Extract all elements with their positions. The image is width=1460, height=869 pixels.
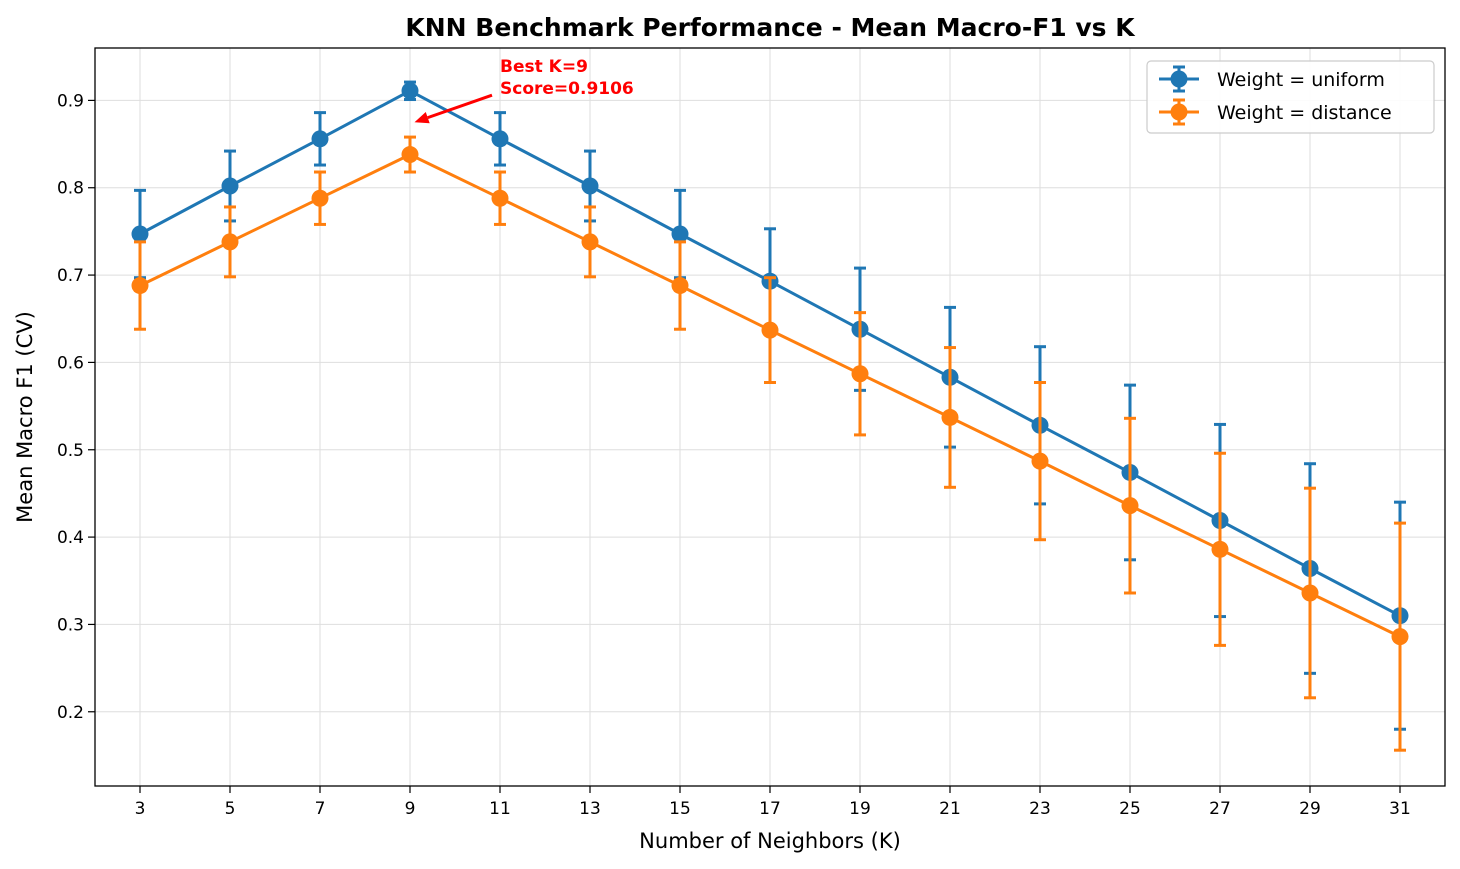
y-tick-label: 0.5 — [57, 441, 84, 461]
data-point — [941, 408, 959, 426]
data-point — [671, 225, 689, 243]
y-tick-label: 0.2 — [57, 703, 84, 723]
y-tick-label: 0.6 — [57, 353, 84, 373]
data-point — [851, 365, 869, 383]
series-layer — [131, 80, 1409, 752]
data-point — [581, 177, 599, 195]
x-tick-label: 29 — [1299, 799, 1321, 819]
y-tick-label: 0.9 — [57, 91, 84, 111]
x-tick-label: 9 — [405, 799, 416, 819]
y-axis: 0.2 0.3 0.4 0.5 0.6 0.7 0.8 0.9 — [57, 91, 95, 723]
legend-label: Weight = distance — [1217, 102, 1392, 124]
x-tick-label: 3 — [135, 799, 146, 819]
legend[interactable]: Weight = uniform Weight = distance — [1146, 60, 1435, 134]
data-point — [221, 233, 239, 251]
annotation-text: Best K=9 — [500, 57, 588, 77]
legend-item-2: Weight = distance — [1159, 98, 1392, 126]
y-tick-label: 0.8 — [57, 179, 84, 199]
legend-marker — [1170, 70, 1188, 88]
y-tick-label: 0.4 — [57, 528, 84, 548]
data-point — [131, 225, 149, 243]
x-tick-label: 11 — [489, 799, 511, 819]
x-tick-label: 7 — [315, 799, 326, 819]
x-tick-label: 31 — [1389, 799, 1411, 819]
x-axis: 3 5 7 9 11 13 15 17 19 21 23 25 27 29 31 — [135, 786, 1411, 819]
data-point — [221, 177, 239, 195]
legend-item-1: Weight = uniform — [1159, 65, 1385, 93]
x-tick-label: 25 — [1119, 799, 1141, 819]
data-point — [1391, 628, 1409, 646]
legend-label: Weight = uniform — [1217, 69, 1385, 91]
data-point — [1301, 584, 1319, 602]
data-point — [491, 130, 509, 148]
x-tick-label: 23 — [1029, 799, 1051, 819]
x-axis-label: Number of Neighbors (K) — [639, 829, 901, 853]
data-point — [311, 189, 329, 207]
y-tick-label: 0.3 — [57, 615, 84, 635]
y-axis-label: Mean Macro F1 (CV) — [13, 311, 37, 523]
x-tick-label: 5 — [225, 799, 236, 819]
annotation-arrowhead — [414, 111, 430, 124]
data-point — [761, 321, 779, 339]
data-point — [401, 146, 419, 164]
data-point — [131, 277, 149, 295]
data-point — [671, 277, 689, 295]
annotation-arrow — [427, 93, 493, 120]
y-tick-label: 0.7 — [57, 266, 84, 286]
data-point — [581, 233, 599, 251]
x-tick-label: 17 — [759, 799, 781, 819]
chart-title: KNN Benchmark Performance - Mean Macro-F… — [405, 13, 1136, 42]
annotation-text: Score=0.9106 — [500, 79, 634, 99]
x-tick-label: 13 — [579, 799, 601, 819]
data-point — [311, 130, 329, 148]
data-point — [491, 189, 509, 207]
x-tick-label: 21 — [939, 799, 961, 819]
data-point — [1031, 452, 1049, 470]
data-point — [401, 82, 419, 100]
legend-marker — [1170, 103, 1188, 121]
x-tick-label: 15 — [669, 799, 691, 819]
x-tick-label: 19 — [849, 799, 871, 819]
legend-box — [1146, 60, 1435, 134]
data-point — [1211, 540, 1229, 558]
series-2 — [131, 135, 1409, 752]
data-point — [1121, 497, 1139, 515]
x-tick-label: 27 — [1209, 799, 1231, 819]
